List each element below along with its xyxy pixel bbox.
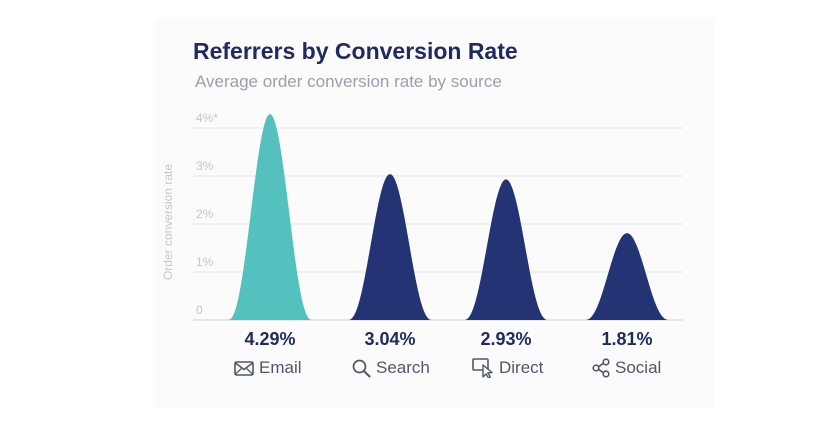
source-label: Search	[376, 358, 430, 377]
source-direct: Direct	[472, 357, 543, 379]
source-search: Search	[352, 357, 430, 379]
source-label: Direct	[499, 358, 544, 377]
value-label: 1.81%	[601, 329, 652, 349]
peak-email	[228, 114, 312, 320]
source-label: Social	[615, 358, 662, 377]
value-label: 2.93%	[480, 329, 531, 349]
chart-title: Referrers by Conversion Rate	[193, 38, 518, 64]
y-tick-label: 3%	[196, 159, 214, 173]
y-tick-label: 0	[196, 303, 203, 317]
peak-social	[585, 233, 669, 320]
envelope-icon	[234, 360, 254, 376]
pointer-click-icon	[472, 358, 493, 378]
peak-search	[348, 174, 432, 320]
y-tick-label: 4%*	[196, 111, 218, 125]
value-label: 4.29%	[244, 329, 295, 349]
source-social: Social	[592, 357, 661, 379]
peak-direct	[464, 179, 548, 320]
chart-card	[155, 18, 715, 408]
y-tick-label: 1%	[196, 255, 214, 269]
chart-subtitle: Average order conversion rate by source	[195, 72, 502, 91]
value-label: 3.04%	[364, 329, 415, 349]
source-email: Email	[234, 357, 302, 379]
y-tick-label: 2%	[196, 207, 214, 221]
y-axis-label: Order conversion rate	[161, 164, 175, 280]
source-label: Email	[259, 358, 302, 377]
share-icon	[592, 358, 610, 378]
magnifier-icon	[352, 359, 371, 377]
